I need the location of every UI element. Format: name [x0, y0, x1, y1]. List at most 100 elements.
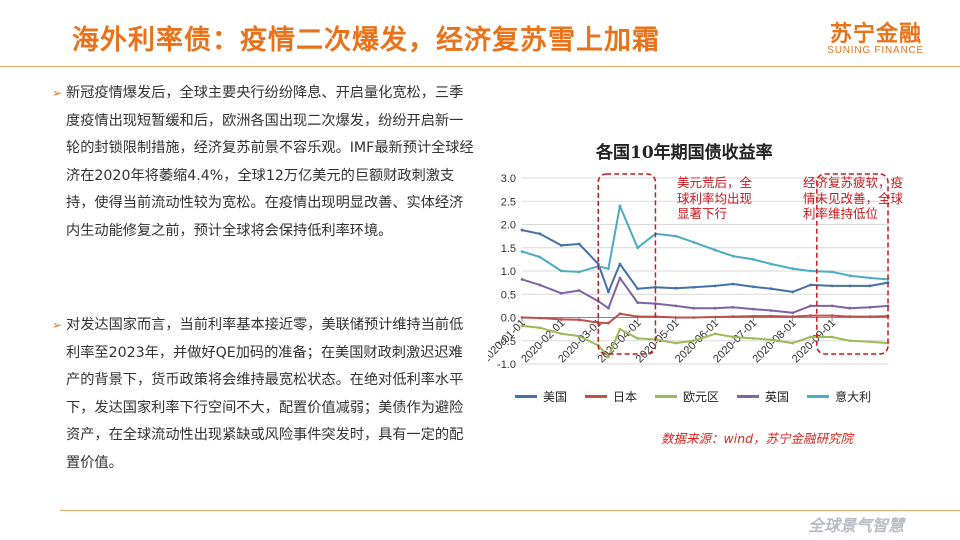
- data-point: [848, 274, 852, 278]
- data-point: [654, 285, 657, 289]
- data-point: [848, 315, 852, 318]
- legend-swatch: [807, 395, 830, 398]
- data-point: [713, 332, 717, 336]
- legend-item-eurozone: 欧元区: [655, 388, 719, 405]
- data-point: [520, 250, 524, 253]
- series-line-0: [521, 229, 889, 293]
- data-point: [674, 234, 678, 238]
- logo-en-text: SUNING FINANCE: [827, 45, 924, 56]
- annotation-weak-recovery: 经济复苏疲软，疫情未见改善，全球利率维持低位: [803, 175, 904, 221]
- bond-yield-chart: 3.02.52.01.51.00.50.0-0.5-1.02020-01-012…: [488, 173, 890, 371]
- data-point: [830, 284, 834, 288]
- data-point: [809, 335, 812, 339]
- data-point: [731, 254, 735, 258]
- series-line-3: [521, 277, 889, 314]
- data-point: [520, 324, 524, 328]
- data-point: [577, 242, 581, 246]
- data-point: [751, 314, 755, 318]
- data-point: [791, 290, 795, 294]
- y-tick-label: -1.0: [497, 359, 516, 371]
- data-point: [559, 244, 563, 247]
- data-point: [692, 339, 695, 343]
- data-point: [636, 246, 640, 250]
- legend-label: 美国: [543, 390, 568, 404]
- annotation-box-0: [597, 173, 657, 355]
- data-point: [692, 240, 695, 244]
- data-point: [848, 284, 852, 288]
- legend-swatch: [585, 395, 608, 398]
- data-point: [751, 307, 755, 311]
- data-point: [559, 332, 563, 336]
- y-tick-label: 2.0: [501, 220, 516, 232]
- data-point: [769, 314, 773, 318]
- page-title: 海外利率债：疫情二次爆发，经济复苏雪上加霜: [72, 25, 660, 56]
- data-point: [577, 334, 581, 338]
- data-point: [830, 304, 834, 308]
- data-point: [577, 318, 581, 322]
- y-tick-label: 1.5: [501, 243, 516, 255]
- data-point: [607, 267, 610, 271]
- legend-item-uk: 英国: [737, 388, 789, 405]
- data-point: [607, 355, 610, 359]
- data-point: [713, 315, 717, 319]
- data-point: [636, 287, 640, 291]
- data-point: [538, 326, 542, 330]
- data-point: [830, 270, 834, 274]
- data-point: [636, 301, 640, 305]
- data-point: [577, 289, 581, 292]
- legend-label: 英国: [765, 390, 790, 404]
- data-point: [596, 262, 600, 266]
- data-point: [769, 338, 773, 342]
- data-point: [868, 305, 872, 309]
- data-point: [868, 340, 872, 344]
- chart-title: 各国10年期国债收益率: [596, 143, 773, 163]
- data-point: [636, 337, 640, 340]
- data-point: [559, 317, 563, 321]
- data-point: [830, 314, 834, 318]
- paragraph-2-text: 对发达国家而言，当前利率基本接近零，美联储预计维持当前低利率至2023年，并做好…: [66, 317, 464, 471]
- y-tick-label: 3.0: [501, 173, 516, 185]
- y-tick-label: 0.0: [501, 313, 516, 325]
- y-tick-label: 2.5: [501, 196, 516, 208]
- paragraph-1-text: 新冠疫情爆发后，全球主要央行纷纷降息、开启量化宽松，三季度疫情出现短暂缓和后，欧…: [66, 85, 474, 239]
- data-point: [618, 312, 622, 316]
- chart-legend: 美国 日本 欧元区 英国 意大利: [515, 388, 871, 405]
- data-point: [731, 305, 735, 309]
- watermark-text: 全球景气智慧: [808, 516, 905, 535]
- data-point: [769, 309, 773, 312]
- data-point: [731, 282, 735, 286]
- title-divider: [0, 66, 960, 67]
- data-point: [618, 327, 622, 331]
- data-point: [607, 321, 610, 325]
- data-point: [791, 315, 795, 318]
- annotation-box-1: [816, 173, 889, 355]
- annotation-dollar-shortage: 美元荒后，全球利率均出现显著下行: [677, 175, 753, 221]
- data-point: [538, 232, 542, 236]
- data-source-note: 数据来源：wind，苏宁金融研究院: [661, 431, 854, 446]
- data-point: [751, 337, 755, 340]
- data-point: [751, 257, 755, 261]
- data-point: [559, 269, 563, 273]
- y-tick-label: 0.5: [501, 289, 516, 301]
- data-point: [674, 286, 678, 290]
- paragraph-1: ➢ 新冠疫情爆发后，全球主要央行纷纷降息、开启量化宽松，三季度疫情出现短暂缓和后…: [52, 80, 476, 246]
- legend-label: 欧元区: [683, 390, 720, 404]
- data-point: [848, 306, 852, 310]
- data-point: [751, 285, 755, 289]
- paragraph-2: ➢ 对发达国家而言，当前利率基本接近零，美联储预计维持当前低利率至2023年，并…: [52, 312, 476, 478]
- data-point: [692, 285, 695, 289]
- data-point: [538, 316, 542, 320]
- legend-swatch: [515, 395, 537, 398]
- data-point: [607, 290, 610, 294]
- data-point: [674, 341, 678, 345]
- data-point: [809, 314, 812, 318]
- legend-label: 日本: [613, 390, 638, 404]
- legend-label: 意大利: [835, 390, 872, 404]
- data-point: [848, 339, 852, 343]
- data-point: [520, 228, 524, 232]
- data-point: [577, 270, 581, 274]
- data-point: [769, 287, 773, 291]
- data-point: [654, 302, 657, 305]
- legend-item-italy: 意大利: [807, 388, 871, 405]
- legend-item-us: 美国: [515, 388, 567, 405]
